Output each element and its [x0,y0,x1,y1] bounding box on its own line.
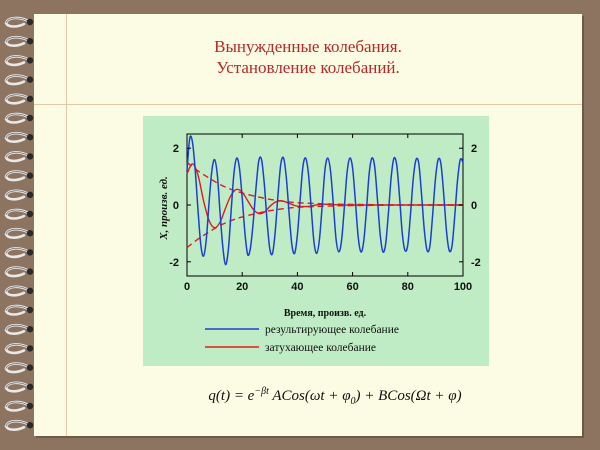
binding-ring [4,400,34,412]
legend-label-damped: затухающее колебание [265,342,376,354]
binding-ring [4,343,34,355]
title-line-1: Вынужденные колебания. [214,37,402,56]
y-axis-label: X, произв. ед. [158,176,170,241]
binding-ring [4,247,34,259]
margin-line-horizontal [34,104,582,105]
margin-line-vertical [66,14,67,436]
y-tick-label-right: -2 [471,257,481,269]
formula-term1: ACos(ωt + φ [272,388,351,404]
binding-ring [4,285,34,297]
binding-ring [4,16,34,28]
formula-exponent: −βt [254,386,269,397]
binding-ring [4,131,34,143]
binding-ring [4,266,34,278]
formula-lhs: q(t) = e [208,388,255,404]
x-tick-label: 20 [236,281,248,293]
x-tick-label: 100 [454,281,472,293]
x-tick-label: 80 [402,281,414,293]
binding-ring [4,362,34,374]
envelope-lower-line [186,204,463,249]
spiral-binding [4,16,34,431]
binding-ring [4,35,34,47]
x-axis-label: Время, произв. ед. [284,308,367,319]
envelope-upper-line [186,161,463,206]
slide-title: Вынужденные колебания. Установление коле… [34,36,582,78]
binding-ring [4,304,34,316]
binding-ring [4,323,34,335]
y-tick-label-left: 0 [173,200,179,212]
title-line-2: Установление колебаний. [216,58,400,77]
y-tick-label-left: -2 [169,257,179,269]
formula-term2: (Ωt + φ) [410,388,462,404]
legend: результирующее колебание затухающее коле… [205,324,399,354]
formula: q(t) = e−βt ACos(ωt + φ0) + BCos(Ωt + φ) [150,386,520,407]
x-tick-label: 60 [346,281,358,293]
legend-label-result: результирующее колебание [265,324,399,336]
binding-ring [4,55,34,67]
plot-lines [186,135,464,266]
binding-ring [4,112,34,124]
binding-ring [4,419,34,431]
binding-ring [4,189,34,201]
formula-term1-end: ) + BCos [355,388,411,404]
series-result-line [186,135,464,266]
binding-ring [4,93,34,105]
series-damped-line [186,163,463,229]
y-tick-label-right: 2 [471,143,477,155]
binding-ring [4,227,34,239]
binding-ring [4,208,34,220]
y-tick-label-left: 2 [173,143,179,155]
binding-ring [4,170,34,182]
x-tick-label: 40 [291,281,303,293]
binding-ring [4,74,34,86]
binding-ring [4,381,34,393]
binding-ring [4,151,34,163]
formula-sub0: 0 [350,396,356,407]
x-tick-label: 0 [184,281,190,293]
y-tick-label-right: 0 [471,200,477,212]
